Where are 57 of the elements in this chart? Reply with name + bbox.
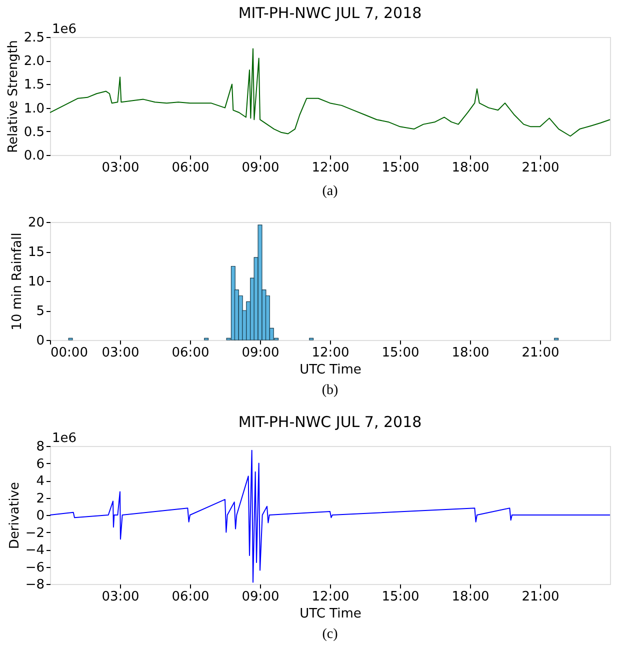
x-tick-label: 18:00 [452,346,490,360]
y-tick-label: 10 [28,274,44,290]
y-tick-label: 2.5 [24,30,44,46]
y-tick-label: 0.0 [24,148,44,164]
x-tick-label: 06:00 [172,346,210,360]
y-tick-label: 2.0 [24,54,44,70]
y-tick-label: 0.5 [24,124,44,140]
y-tick-label: 20 [28,216,44,230]
y-tick-label: 15 [28,245,44,260]
x-tick-label: 18:00 [452,160,490,176]
x-tick-label: 06:00 [172,590,210,604]
x-tick-label: 03:00 [102,590,140,604]
y-tick-label: 8 [36,440,44,454]
x-tick-label: 21:00 [522,160,560,176]
x-tick-label: 09:00 [242,160,280,176]
bar [258,224,262,340]
y-tick-label: 1.5 [24,78,44,93]
text: (b) [322,383,338,398]
y-axis-title: 10 min Rainfall [10,232,25,330]
text: (a) [322,184,338,199]
x-tick-label: 15:00 [382,346,420,360]
x-axis-title: UTC Time [300,606,362,622]
chart-title: MIT-PH-NWC JUL 7, 2018 [238,413,422,431]
x-tick-label: 03:00 [102,160,140,176]
y-tick-label: 6 [36,456,44,472]
x-axis-title: UTC Time [300,362,362,378]
x-tick-label: 00:00 [50,346,88,360]
x-tick-label: 03:00 [102,346,140,360]
y-tick-label: 0 [36,508,44,524]
x-tick-label: 21:00 [522,590,560,604]
line-series [50,450,610,583]
x-tick-label: 12:00 [312,590,350,604]
y-tick-label: −4 [25,543,44,558]
y-tick-label: −2 [25,526,44,541]
y-tick-label: 0 [36,334,44,348]
text: 1e6 [52,22,77,37]
y-tick-label: 1.0 [24,101,44,116]
y-axis-title: Derivative [7,482,22,550]
x-tick-label: 09:00 [242,346,280,360]
text: 1e6 [52,431,77,446]
y-tick-label: −8 [25,578,44,592]
x-tick-label: 12:00 [312,346,350,360]
y-axis-title: Relative Strength [6,40,21,153]
y-tick-label: 5 [36,304,44,319]
chart-title: MIT-PH-NWC JUL 7, 2018 [238,4,422,22]
x-tick-label: 12:00 [312,160,350,176]
x-tick-label: 09:00 [242,590,280,604]
line-series [50,48,610,137]
x-tick-label: 21:00 [522,346,560,360]
text: (c) [322,627,338,642]
y-tick-label: 4 [36,474,44,489]
x-tick-label: 06:00 [172,160,210,176]
x-tick-label: 15:00 [382,590,420,604]
y-tick-label: −6 [25,560,44,576]
y-tick-label: 2 [36,491,44,506]
x-tick-label: 15:00 [382,160,420,176]
x-tick-label: 18:00 [452,590,490,604]
